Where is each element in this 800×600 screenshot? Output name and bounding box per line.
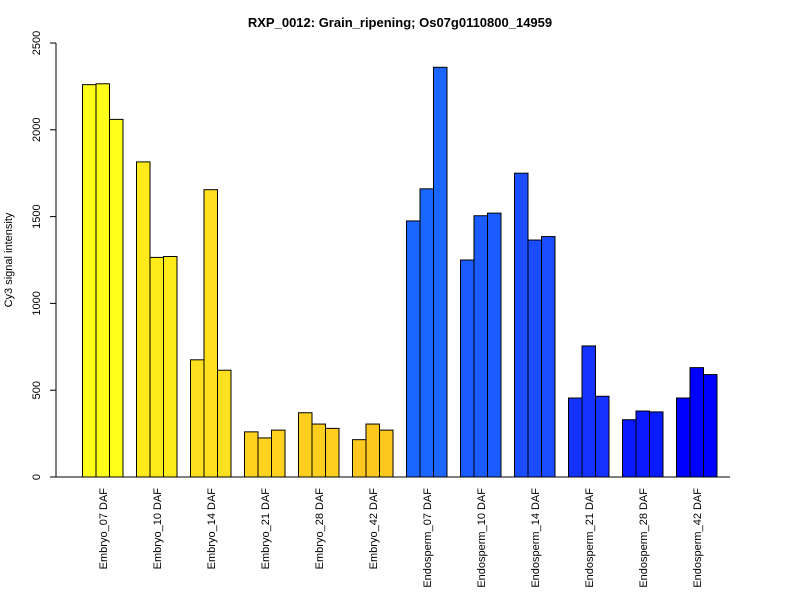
y-tick-label: 2500	[31, 31, 43, 55]
bar	[379, 429, 394, 478]
bar	[149, 256, 164, 478]
y-tick-label: 2000	[31, 118, 43, 142]
bar	[325, 427, 340, 478]
bar	[541, 236, 556, 478]
bar	[136, 161, 151, 478]
x-category-label: Endosperm_07 DAF	[422, 488, 434, 588]
bar	[257, 437, 272, 478]
bar	[406, 220, 421, 478]
x-category-label: Endosperm_42 DAF	[692, 488, 704, 588]
bar	[703, 374, 718, 478]
y-axis-label: Cy3 signal intensity	[3, 212, 15, 307]
x-category-label: Endosperm_10 DAF	[476, 488, 488, 588]
x-category-label: Embryo_07 DAF	[98, 488, 110, 570]
bars-group	[82, 66, 718, 478]
bar	[298, 412, 313, 478]
bar	[433, 66, 448, 478]
bar	[419, 188, 434, 478]
bar	[203, 189, 218, 478]
bar	[95, 83, 110, 478]
x-category-label: Endosperm_14 DAF	[530, 488, 542, 588]
bar	[271, 429, 286, 478]
bar	[82, 84, 97, 478]
x-category-label: Embryo_21 DAF	[260, 488, 272, 570]
bar	[689, 367, 704, 478]
y-tick-label: 500	[31, 381, 43, 399]
y-tick-label: 1500	[31, 204, 43, 228]
category-labels: Embryo_07 DAF Embryo_10 DAF Embryo_14 DAF E…	[98, 488, 704, 588]
bar	[473, 215, 488, 478]
bar	[635, 410, 650, 478]
bar	[365, 423, 380, 478]
bar	[190, 359, 205, 478]
chart-title: RXP_0012: Grain_ripening; Os07g0110800_1…	[248, 15, 552, 30]
x-category-label: Embryo_28 DAF	[314, 488, 326, 570]
bar	[527, 239, 542, 478]
bar	[163, 256, 178, 478]
bar	[217, 369, 232, 478]
bar	[109, 118, 124, 478]
bar	[581, 345, 596, 478]
bar	[460, 259, 475, 478]
bar	[244, 431, 259, 478]
bar	[676, 397, 691, 478]
bar	[352, 439, 367, 478]
x-category-label: Endosperm_28 DAF	[638, 488, 650, 588]
bar	[649, 411, 664, 478]
y-tick-label: 1000	[31, 291, 43, 315]
bar	[622, 419, 637, 478]
bar	[568, 397, 583, 478]
y-tick-label: 0	[31, 474, 43, 480]
x-category-label: Endosperm_21 DAF	[584, 488, 596, 588]
bar	[487, 212, 502, 478]
x-category-label: Embryo_10 DAF	[152, 488, 164, 570]
y-axis-ticks: 0 500 1000 1500 2000 2500	[31, 31, 56, 480]
x-category-label: Embryo_42 DAF	[368, 488, 380, 570]
x-category-label: Embryo_14 DAF	[206, 488, 218, 570]
bar	[311, 423, 326, 478]
bar	[595, 395, 610, 478]
bar	[514, 172, 529, 478]
